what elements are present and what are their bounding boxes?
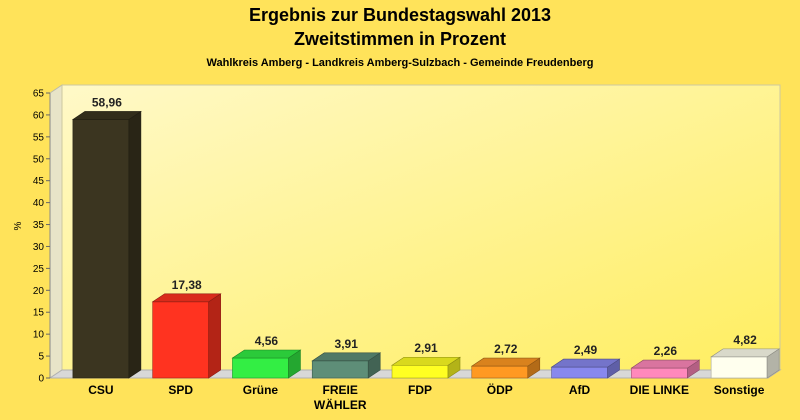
bar-8: [710, 348, 781, 379]
bar-front: [152, 301, 209, 379]
bar-top: [710, 348, 781, 358]
data-label: 3,91: [335, 337, 359, 351]
x-tick-label: FREIE: [323, 383, 358, 397]
y-axis-label: %: [13, 221, 24, 230]
bar-front: [72, 119, 130, 379]
bar-top: [550, 358, 621, 368]
y-tick-label: 30: [33, 242, 45, 253]
y-tick-label: 40: [33, 198, 45, 209]
y-tick-label: 55: [33, 132, 45, 143]
bar-1: [151, 293, 222, 379]
bar-top: [231, 349, 302, 359]
bar-front: [551, 366, 608, 379]
y-tick-label: 15: [33, 308, 45, 319]
bar-side: [128, 110, 142, 379]
bar-2: [231, 349, 302, 379]
bar-front: [311, 360, 369, 379]
bar-top: [311, 352, 382, 362]
x-tick-label: ÖDP: [487, 382, 513, 397]
bar-7: [630, 359, 701, 379]
data-label: 2,72: [494, 342, 518, 356]
plot-left-wall: [49, 84, 63, 379]
x-tick-label: Sonstige: [714, 383, 765, 397]
bar-front: [232, 357, 289, 379]
bar-front: [391, 364, 449, 379]
y-tick-label: 10: [33, 330, 45, 341]
data-label: 2,91: [414, 341, 438, 355]
bar-front: [710, 356, 768, 379]
chart-title: Ergebnis zur Bundestagswahl 2013: [249, 5, 551, 25]
x-tick-label: AfD: [569, 383, 591, 397]
bar-top: [470, 357, 541, 367]
x-tick-label: WÄHLER: [314, 397, 367, 412]
bar-3: [311, 352, 382, 379]
y-tick-label: 45: [33, 176, 45, 187]
bar-top: [71, 111, 142, 120]
y-tick-label: 0: [38, 374, 44, 385]
bar-top: [630, 359, 701, 369]
y-axis: 0 5 10 15 20 25 30 35 40 45 50 55 60 65: [33, 89, 50, 385]
data-label: 2,26: [654, 344, 678, 358]
y-tick-label: 35: [33, 220, 45, 231]
data-label: 4,56: [255, 334, 279, 348]
y-tick-label: 20: [33, 286, 45, 297]
bar-side: [208, 293, 221, 379]
x-tick-label: CSU: [88, 383, 113, 397]
x-tick-label: FDP: [408, 383, 432, 397]
data-label: 4,82: [733, 333, 757, 347]
bar-top: [151, 293, 222, 303]
y-tick-label: 65: [33, 89, 45, 100]
data-label: 2,49: [574, 343, 598, 357]
x-tick-label: Grüne: [243, 383, 279, 397]
data-label: 58,96: [92, 95, 122, 109]
bar-front: [631, 367, 688, 379]
y-tick-label: 60: [33, 110, 45, 121]
bars: 58,96 17,38 4,56 3,91 2,91 2,72 2,49 2,26 4,82: [71, 95, 781, 379]
bar-6: [550, 358, 621, 379]
bar-4: [391, 356, 461, 379]
data-label: 17,38: [172, 278, 202, 292]
chart-subtitle: Wahlkreis Amberg - Landkreis Amberg-Sulz…: [207, 57, 594, 69]
x-tick-label: SPD: [168, 383, 193, 397]
y-tick-label: 50: [33, 154, 45, 165]
x-tick-label: DIE LINKE: [630, 383, 689, 397]
bar-front: [471, 365, 529, 379]
bar-5: [470, 357, 541, 379]
bar-0: [71, 110, 142, 379]
y-tick-label: 25: [33, 264, 45, 275]
y-tick-label: 5: [38, 352, 44, 363]
bar-top: [391, 356, 461, 366]
chart-title-line2: Zweitstimmen in Prozent: [294, 29, 506, 49]
